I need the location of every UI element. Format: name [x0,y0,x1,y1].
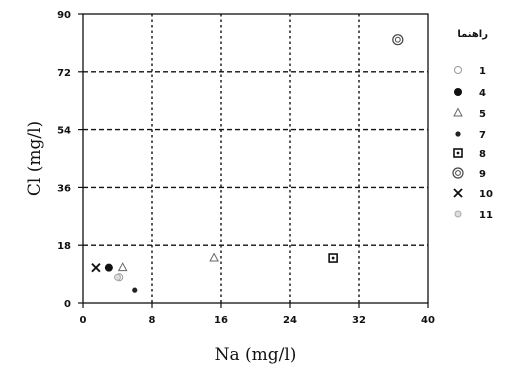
point-8 [328,253,338,263]
legend-marker-5 [453,107,463,117]
x-tick-label-8: 8 [149,315,156,326]
point-9 [392,34,404,46]
legend: 1 4 5 7 8 9 10 11 [452,66,493,221]
x-tick-label-24: 24 [283,315,297,326]
legend-title: راهنما [457,29,488,40]
axis-ticks: 0 8 16 24 32 40 0 18 36 54 72 90 [57,10,435,326]
legend-label-9: 9 [479,169,486,180]
y-tick-label-54: 54 [57,126,71,137]
legend-label-8: 8 [479,149,486,160]
legend-label-5: 5 [479,109,486,120]
x-tick-label-16: 16 [214,315,228,326]
grid-lines [83,14,428,303]
point-4 [104,263,113,272]
legend-marker-1 [454,66,462,74]
y-tick-label-18: 18 [57,241,71,252]
legend-label-11: 11 [479,210,493,221]
x-tick-label-32: 32 [352,315,366,326]
point-11 [114,273,121,281]
legend-label-10: 10 [479,189,493,200]
point-5 [117,262,128,272]
legend-marker-4 [454,88,462,96]
y-tick-label-36: 36 [57,183,71,194]
legend-label-4: 4 [479,88,486,99]
legend-label-7: 7 [479,130,486,141]
y-tick-label-72: 72 [57,68,71,79]
legend-marker-8 [453,148,463,158]
legend-label-1: 1 [479,66,486,77]
x-tick-label-0: 0 [80,315,87,326]
x-tick-label-40: 40 [421,315,435,326]
y-axis-label: Cl (mg/l) [25,121,45,196]
legend-marker-11 [454,210,462,218]
data-points [91,34,404,293]
y-tick-label-0: 0 [64,299,71,310]
point-5-1 [209,252,219,262]
plot-frame [82,13,429,304]
point-7 [132,287,138,293]
x-axis-label: Na (mg/l) [215,345,297,365]
legend-marker-9 [452,167,464,179]
y-tick-label-90: 90 [57,10,71,21]
legend-marker-10 [453,188,463,198]
legend-marker-7 [455,131,461,137]
point-10 [91,263,101,273]
